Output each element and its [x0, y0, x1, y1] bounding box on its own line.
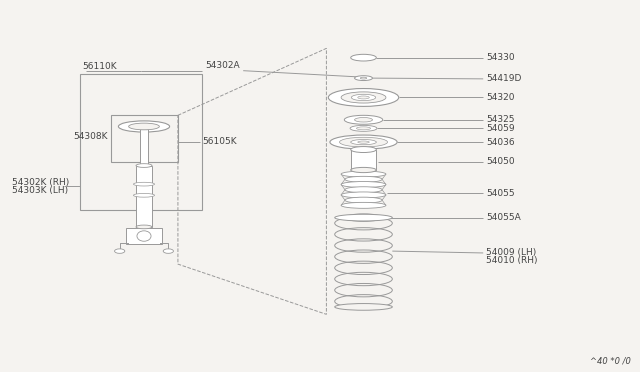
Text: 54303K (LH): 54303K (LH) — [12, 186, 68, 195]
Ellipse shape — [118, 121, 170, 132]
Ellipse shape — [134, 182, 155, 186]
Bar — [136, 166, 152, 227]
Bar — [127, 228, 161, 244]
Ellipse shape — [341, 171, 386, 177]
Text: 54009 (LH): 54009 (LH) — [486, 248, 537, 257]
Ellipse shape — [351, 94, 376, 101]
Text: 54010 (RH): 54010 (RH) — [486, 256, 538, 265]
Ellipse shape — [136, 164, 152, 167]
Ellipse shape — [345, 214, 382, 221]
Ellipse shape — [136, 225, 152, 229]
Ellipse shape — [341, 202, 386, 208]
Ellipse shape — [137, 231, 151, 241]
Ellipse shape — [134, 193, 155, 197]
Ellipse shape — [355, 76, 372, 80]
Text: ^40 *0 /0: ^40 *0 /0 — [589, 356, 630, 365]
Bar — [80, 74, 202, 210]
Ellipse shape — [335, 304, 392, 310]
Ellipse shape — [354, 216, 373, 219]
Text: 54320: 54320 — [486, 93, 515, 102]
Ellipse shape — [356, 127, 371, 130]
Ellipse shape — [129, 123, 159, 130]
Ellipse shape — [345, 176, 382, 182]
Text: 54302K (RH): 54302K (RH) — [12, 178, 68, 187]
Ellipse shape — [358, 141, 369, 143]
Text: 54055: 54055 — [486, 189, 515, 198]
Text: 56110K: 56110K — [82, 62, 116, 71]
Text: 56105K: 56105K — [202, 137, 237, 146]
Ellipse shape — [351, 140, 376, 145]
Text: 54330: 54330 — [486, 53, 515, 62]
Ellipse shape — [163, 249, 173, 253]
Ellipse shape — [335, 214, 392, 221]
Ellipse shape — [344, 115, 383, 124]
Ellipse shape — [341, 192, 386, 198]
Text: 54308K: 54308K — [73, 132, 108, 141]
Ellipse shape — [115, 249, 125, 253]
Bar — [140, 129, 148, 166]
Ellipse shape — [330, 135, 397, 149]
Text: 54036: 54036 — [486, 138, 515, 147]
Text: 54055A: 54055A — [486, 213, 521, 222]
Ellipse shape — [351, 147, 376, 153]
Text: 54325: 54325 — [486, 115, 515, 124]
Text: 54302A: 54302A — [205, 61, 240, 70]
Ellipse shape — [351, 167, 376, 173]
Ellipse shape — [341, 92, 386, 103]
Ellipse shape — [341, 182, 386, 187]
Bar — [351, 150, 376, 170]
Text: 54059: 54059 — [486, 124, 515, 133]
Ellipse shape — [345, 187, 382, 193]
Ellipse shape — [360, 77, 367, 79]
Ellipse shape — [339, 137, 388, 147]
Text: 54050: 54050 — [486, 157, 515, 166]
Ellipse shape — [355, 118, 372, 122]
Ellipse shape — [358, 96, 369, 99]
Text: 54419D: 54419D — [486, 74, 522, 83]
Ellipse shape — [351, 54, 376, 61]
Ellipse shape — [328, 89, 399, 106]
Ellipse shape — [345, 197, 382, 203]
Bar — [111, 115, 178, 162]
Ellipse shape — [350, 125, 377, 131]
